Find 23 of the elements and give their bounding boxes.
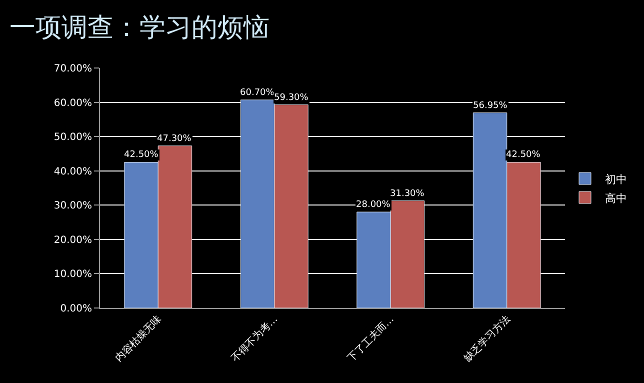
y-tick-label: 10.00% [54, 269, 92, 280]
x-tick-label: 缺乏学习方法 [462, 313, 513, 364]
data-label: 59.30% [274, 93, 309, 103]
data-label: 60.70% [240, 88, 275, 98]
x-tick-label: 内容枯燥无味 [112, 313, 164, 364]
y-tick-label: 50.00% [54, 132, 92, 144]
y-tick-label: 60.00% [54, 98, 92, 109]
legend-label: 初中 [605, 172, 627, 186]
y-tick-label: 0.00% [60, 304, 92, 314]
data-label: 28.00% [356, 200, 391, 210]
x-tick-label: 不得不为考… [229, 313, 280, 364]
x-tick-label: 下了工夫而… [345, 313, 396, 364]
data-label: 31.30% [390, 189, 425, 199]
y-tick-label: 70.00% [54, 64, 92, 74]
y-tick-label: 20.00% [54, 234, 92, 246]
chart-title: 一项调查：学习的烦恼 [10, 12, 270, 43]
data-label: 56.95% [473, 101, 508, 111]
data-label: 42.50% [124, 150, 159, 160]
data-label: 42.50% [506, 150, 541, 160]
y-tick-label: 30.00% [54, 200, 92, 212]
y-tick-label: 40.00% [54, 166, 92, 178]
legend-label: 高中 [605, 192, 627, 205]
data-label: 47.30% [157, 134, 192, 144]
